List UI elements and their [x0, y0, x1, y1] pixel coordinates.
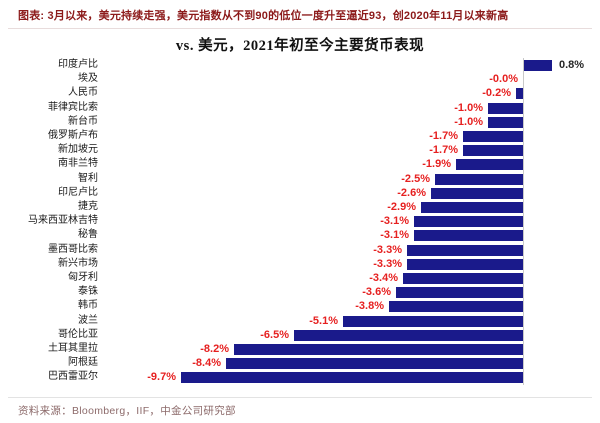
chart-row: 俄罗斯卢布 -1.7% — [0, 129, 600, 143]
value-label: -3.6% — [362, 286, 391, 299]
value-label: -2.9% — [387, 201, 416, 213]
category-label: 新兴市场 — [58, 257, 98, 269]
category-label: 印度卢比 — [58, 59, 98, 70]
bar — [456, 159, 523, 171]
value-label: -1.9% — [422, 158, 451, 171]
chart-row: 新兴市场 -3.3% — [0, 257, 600, 271]
bar — [463, 131, 523, 142]
value-label: -8.2% — [200, 343, 229, 355]
currency-bar-chart: 印度卢比 0.8% 埃及 -0.0% 人民币 -0.2% 菲律宾比索 -1.0% 新台币 -1.0… — [0, 58, 600, 385]
value-label: -9.7% — [147, 371, 176, 384]
value-label: -3.8% — [355, 300, 384, 313]
value-label: -3.3% — [373, 243, 402, 256]
bar — [389, 301, 523, 313]
caption-divider — [8, 28, 592, 29]
chart-row: 匈牙利 -3.4% — [0, 271, 600, 285]
chart-row: 秘鲁 -3.1% — [0, 228, 600, 242]
value-label: -3.1% — [380, 215, 409, 228]
bar — [396, 287, 523, 299]
category-label: 马来西亚林吉特 — [28, 215, 98, 227]
category-label: 新加坡元 — [58, 144, 98, 156]
chart-row: 马来西亚林吉特 -3.1% — [0, 214, 600, 228]
category-label: 哥伦比亚 — [58, 328, 98, 340]
value-label: -5.1% — [309, 314, 338, 327]
bar — [343, 315, 523, 327]
chart-row: 新加坡元 -1.7% — [0, 143, 600, 157]
chart-row: 韩币 -3.8% — [0, 299, 600, 313]
bar — [414, 230, 523, 242]
value-label: -3.3% — [373, 257, 402, 270]
category-label: 菲律宾比索 — [48, 101, 98, 113]
value-label: -1.7% — [429, 130, 458, 142]
category-label: 捷克 — [78, 201, 98, 212]
category-label: 墨西哥比索 — [48, 243, 98, 255]
category-label: 南非兰特 — [58, 158, 98, 170]
bar — [414, 216, 523, 228]
value-label: -1.0% — [454, 101, 483, 114]
chart-row: 印尼卢比 -2.6% — [0, 186, 600, 200]
category-label: 土耳其里拉 — [48, 343, 98, 354]
bar — [407, 244, 523, 256]
category-label: 俄罗斯卢布 — [48, 130, 98, 141]
bar — [421, 202, 523, 213]
category-label: 泰铢 — [78, 286, 98, 298]
chart-row: 土耳其里拉 -8.2% — [0, 342, 600, 356]
bar — [294, 329, 523, 341]
category-label: 匈牙利 — [68, 272, 98, 283]
chart-row: 捷克 -2.9% — [0, 200, 600, 214]
category-label: 埃及 — [78, 73, 98, 85]
category-label: 波兰 — [78, 314, 98, 326]
chart-row: 南非兰特 -1.9% — [0, 157, 600, 171]
chart-title: vs. 美元，2021年初至今主要货币表现 — [175, 38, 425, 54]
category-label: 印尼卢比 — [58, 186, 98, 198]
value-label: -1.7% — [429, 144, 458, 157]
chart-row: 墨西哥比索 -3.3% — [0, 243, 600, 257]
value-label: -6.5% — [260, 328, 289, 341]
source-note: 资料来源：Bloomberg，IIF，中金公司研究部 — [18, 405, 236, 417]
category-label: 新台币 — [68, 115, 98, 127]
footer-divider — [8, 397, 592, 398]
value-label: -3.4% — [369, 272, 398, 284]
chart-row: 菲律宾比索 -1.0% — [0, 101, 600, 115]
value-label: -1.0% — [454, 115, 483, 128]
category-label: 韩币 — [78, 300, 98, 312]
bar — [431, 187, 523, 199]
value-label: -2.6% — [397, 186, 426, 199]
category-label: 巴西雷亚尔 — [48, 371, 98, 383]
category-label: 阿根廷 — [68, 357, 98, 369]
bar — [181, 372, 523, 384]
bar — [435, 173, 523, 185]
bar — [403, 273, 523, 284]
value-label: -8.4% — [192, 357, 221, 370]
category-label: 秘鲁 — [78, 229, 98, 241]
bar — [407, 258, 523, 270]
chart-row: 巴西雷亚尔 -9.7% — [0, 370, 600, 384]
bar — [463, 145, 523, 157]
value-label: -0.2% — [482, 87, 511, 100]
value-label: 0.8% — [559, 59, 585, 71]
category-label: 智利 — [78, 172, 98, 184]
chart-row: 埃及 -0.0% — [0, 72, 600, 86]
chart-row: 阿根廷 -8.4% — [0, 356, 600, 370]
bar — [488, 102, 523, 114]
bar — [488, 116, 523, 128]
value-label: -0.0% — [489, 73, 518, 86]
category-label: 人民币 — [68, 87, 98, 99]
bar — [516, 88, 523, 100]
chart-row: 泰铢 -3.6% — [0, 285, 600, 299]
chart-row: 印度卢比 0.8% — [0, 58, 600, 72]
value-label: -3.1% — [380, 229, 409, 242]
bar — [524, 60, 552, 71]
zero-axis-line — [523, 58, 524, 385]
chart-row: 哥伦比亚 -6.5% — [0, 328, 600, 342]
bar — [234, 344, 523, 355]
value-label: -2.5% — [401, 172, 430, 185]
figure-caption: 图表: 3月以来，美元持续走强，美元指数从不到90的低位一度升至逼近93，创20… — [18, 10, 509, 22]
chart-row: 波兰 -5.1% — [0, 314, 600, 328]
chart-row: 新台币 -1.0% — [0, 115, 600, 129]
chart-row: 人民币 -0.2% — [0, 86, 600, 100]
bar — [226, 358, 523, 370]
chart-row: 智利 -2.5% — [0, 172, 600, 186]
